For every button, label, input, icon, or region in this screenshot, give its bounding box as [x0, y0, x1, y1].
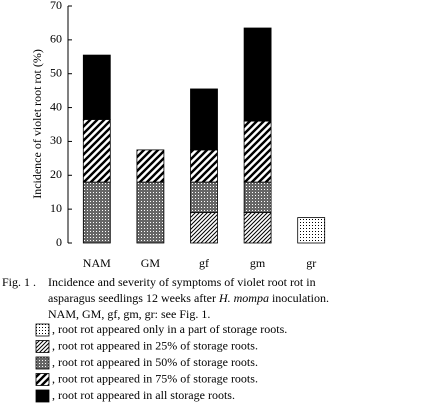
y-tick-label: 70: [50, 0, 62, 12]
x-tick-label: gr: [306, 256, 316, 270]
bar-segment: [243, 212, 272, 244]
bar-segment: [190, 149, 218, 183]
legend-label: , root rot appeared in 75% of storage ro…: [52, 371, 258, 385]
y-tick-label: 20: [50, 167, 62, 181]
legend-swatch: [35, 323, 50, 337]
y-tick-label: 50: [50, 65, 62, 79]
bar-segment: [190, 88, 218, 151]
bar-segment: [82, 181, 111, 244]
y-tick-label: 0: [56, 235, 62, 249]
bar-segment: [190, 181, 218, 213]
bar-segment: [136, 149, 165, 183]
y-tick-label: 40: [50, 99, 62, 113]
x-tick-label: GM: [141, 256, 161, 270]
bar-segment: [136, 181, 165, 244]
legend-swatch: [35, 340, 50, 353]
bar-segment: [243, 27, 272, 122]
bar-segment: [190, 212, 218, 244]
caption-line: NAM, GM, gf, gm, gr: see Fig. 1.: [48, 307, 210, 321]
x-tick-label: NAM: [83, 256, 111, 270]
bar-segment: [243, 181, 272, 213]
caption-label: Fig. 1 .: [2, 275, 36, 289]
caption-line: asparagus seedlings 12 weeks after H. mo…: [48, 291, 329, 305]
y-tick-label: 60: [50, 32, 62, 46]
x-tick-label: gf: [199, 256, 209, 270]
bar-segment: [243, 120, 272, 183]
y-tick-label: 30: [50, 133, 62, 147]
legend-swatch: [35, 389, 50, 403]
bar-segment: [297, 217, 326, 244]
caption-text: asparagus seedlings 12 weeks after: [48, 291, 216, 305]
x-tick-label: gm: [250, 256, 266, 270]
legend-swatch: [35, 356, 50, 370]
y-tick-label: 10: [50, 201, 62, 215]
legend-label: , root rot appeared in all storage roots…: [52, 388, 235, 402]
caption-line: Incidence and severity of symptoms of vi…: [48, 275, 316, 289]
bar-segment: [82, 54, 111, 120]
caption-species: H. mompa: [218, 291, 269, 305]
legend-label: , root rot appeared in 50% of storage ro…: [52, 355, 258, 369]
legend-swatch: [35, 373, 50, 386]
y-axis-label: Incidence of violet root rot (%): [30, 49, 44, 199]
caption-text: inoculation.: [272, 291, 329, 305]
legend-label: , root rot appeared in 25% of storage ro…: [52, 338, 258, 352]
bar-segment: [82, 119, 111, 183]
legend-label: , root rot appeared only in a part of st…: [52, 322, 287, 336]
